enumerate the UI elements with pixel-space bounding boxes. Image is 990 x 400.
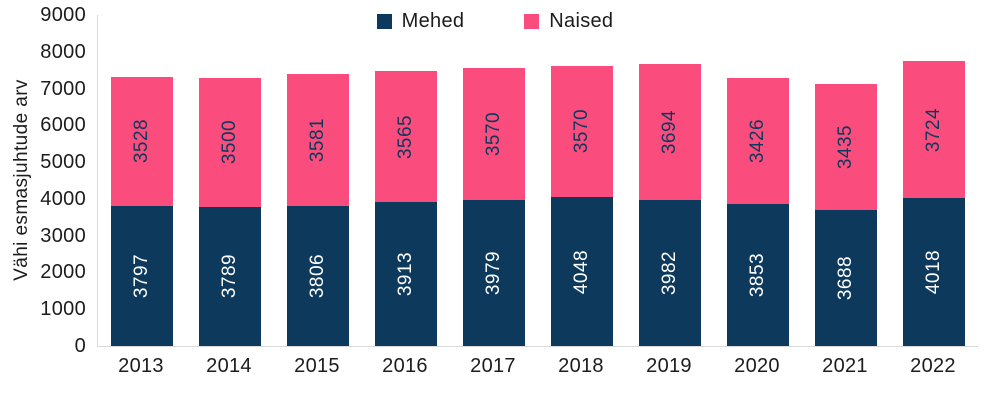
x-tick-label-2018: 2018 [558, 355, 604, 377]
bar-segment-naised-2015: 3581 [287, 74, 349, 207]
bar-value-label: 3581 [307, 118, 328, 163]
x-tick-label-2021: 2021 [822, 355, 868, 377]
bar-segment-mehed-2020: 3853 [727, 204, 789, 346]
bar-segment-mehed-2019: 3982 [639, 199, 701, 346]
bar-value-label: 3982 [659, 250, 680, 295]
plot-area: 3528 3797 3500 3789 3581 3806 3565 3913 3570 3979… [97, 15, 978, 347]
bar-value-label: 3570 [483, 111, 504, 157]
x-tick-label-2016: 2016 [382, 355, 428, 377]
x-tick-label-2020: 2020 [734, 355, 780, 377]
bar-value-label: 3426 [747, 119, 768, 164]
x-axis-labels: 2013 2014 2015 2016 2017 2018 2019 2020 2021 2022 [97, 355, 977, 378]
bar-value-label: 3797 [131, 254, 152, 299]
bar-segment-naised-2020: 3426 [727, 78, 789, 205]
bar-2017: 3570 3979 [463, 68, 525, 346]
bar-2019: 3694 3982 [639, 63, 701, 346]
bar-segment-mehed-2013: 3797 [111, 206, 173, 346]
bar-value-label: 3500 [219, 120, 240, 165]
legend-label: Mehed [401, 10, 465, 32]
bar-value-label: 3789 [219, 254, 240, 299]
legend: Mehed Naised [0, 10, 990, 33]
bar-segment-naised-2021: 3435 [815, 84, 877, 211]
bar-value-label: 3565 [395, 114, 416, 159]
y-tick-label: 5000 [40, 151, 86, 174]
bar-2014: 3500 3789 [199, 77, 261, 346]
bar-2016: 3565 3913 [375, 70, 437, 346]
y-tick-label: 3000 [40, 224, 86, 247]
x-tick-label-2022: 2022 [910, 355, 956, 377]
y-axis-ticks: 0 1000 2000 3000 4000 5000 6000 7000 8000 9000 [0, 0, 86, 400]
bar-value-label: 3806 [307, 253, 328, 299]
y-tick-label: 8000 [40, 40, 86, 63]
bar-2022: 3724 4018 [903, 61, 965, 346]
bar-segment-mehed-2014: 3789 [199, 206, 261, 346]
x-tick-label-2017: 2017 [470, 355, 516, 377]
y-tick-label: 2000 [40, 261, 86, 284]
bar-segment-mehed-2022: 4018 [903, 198, 965, 346]
y-tick-label: 9000 [40, 4, 86, 26]
bar-value-label: 3694 [659, 109, 680, 154]
x-tick-label-2019: 2019 [646, 355, 692, 377]
bar-segment-mehed-2015: 3806 [287, 206, 349, 346]
bar-segment-naised-2018: 3570 [551, 65, 613, 198]
bar-segment-naised-2014: 3500 [199, 77, 261, 207]
bar-segment-naised-2013: 3528 [111, 76, 173, 207]
bar-value-label: 3435 [835, 125, 856, 170]
bar-segment-mehed-2016: 3913 [375, 202, 437, 346]
bar-2018: 3570 4048 [551, 65, 613, 346]
bar-segment-mehed-2021: 3688 [815, 210, 877, 346]
legend-swatch-naised [524, 14, 540, 29]
bar-segment-naised-2019: 3694 [639, 63, 701, 200]
bar-value-label: 3724 [923, 107, 944, 152]
x-tick-label-2015: 2015 [294, 355, 340, 377]
bar-segment-mehed-2018: 4048 [551, 197, 613, 346]
x-tick-label-2013: 2013 [118, 355, 164, 377]
bar-value-label: 4018 [923, 249, 944, 295]
legend-label: Naised [549, 10, 614, 32]
bar-2020: 3426 3853 [727, 78, 789, 346]
bar-2021: 3435 3688 [815, 84, 877, 346]
legend-item-mehed[interactable]: Mehed [376, 10, 465, 33]
y-tick-label: 7000 [40, 77, 86, 100]
bar-segment-naised-2016: 3565 [375, 70, 437, 203]
bar-value-label: 3979 [483, 250, 504, 295]
bar-value-label: 3688 [835, 256, 856, 301]
y-tick-label: 6000 [40, 114, 86, 137]
bar-2013: 3528 3797 [111, 76, 173, 346]
y-tick-label: 4000 [40, 187, 86, 210]
legend-swatch-mehed [376, 14, 392, 29]
bar-value-label: 3913 [395, 251, 416, 297]
x-tick-label-2014: 2014 [206, 355, 252, 377]
bar-value-label: 3570 [571, 109, 592, 154]
y-tick-label: 1000 [40, 298, 86, 321]
bar-segment-mehed-2017: 3979 [463, 199, 525, 346]
bar-value-label: 3853 [747, 253, 768, 298]
bar-segment-naised-2017: 3570 [463, 68, 525, 200]
bar-value-label: 3528 [131, 119, 152, 164]
y-tick-label: 0 [74, 335, 86, 357]
legend-item-naised[interactable]: Naised [524, 10, 613, 33]
bar-2015: 3581 3806 [287, 74, 349, 346]
bar-segment-naised-2022: 3724 [903, 61, 965, 199]
bar-value-label: 4048 [571, 249, 592, 294]
